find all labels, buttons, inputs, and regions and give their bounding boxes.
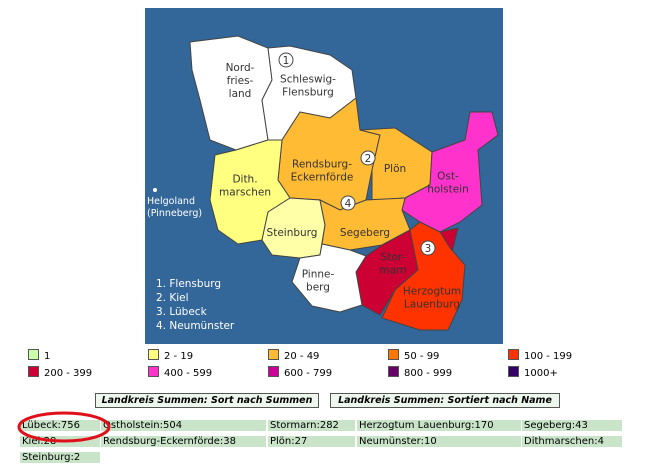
legend-item: 800 - 999	[388, 366, 452, 379]
legend-swatch	[148, 366, 159, 377]
region-label: Schleswig-	[280, 74, 336, 86]
marker-circle	[278, 52, 294, 68]
region-label: Flensburg	[282, 87, 334, 99]
region-label: Nord-	[226, 62, 255, 74]
total-cell: Rendsburg-Eckernförde:38	[101, 436, 266, 447]
legend-item: 2 - 19	[148, 349, 193, 362]
legend-item: 600 - 799	[268, 366, 332, 379]
legend-swatch	[268, 349, 279, 360]
total-cell: Plön:27	[268, 436, 355, 447]
region	[291, 243, 367, 313]
map-key: 1. Flensburg	[156, 278, 221, 290]
region-label: fries-	[227, 75, 254, 87]
region-label: Ost-	[437, 171, 459, 183]
legend-swatch	[388, 349, 399, 360]
island	[153, 188, 157, 192]
legend-swatch	[508, 366, 519, 377]
legend-label: 2 - 19	[164, 351, 194, 362]
region-label: berg	[306, 282, 330, 294]
legend-label: 1000+	[524, 368, 558, 379]
total-cell: Steinburg:2	[20, 452, 100, 463]
island-label: Helgoland	[147, 196, 195, 207]
sort-button[interactable]: Landkreis Summen: Sort nach Summen	[95, 393, 319, 408]
total-cell: Dithmarschen:4	[522, 436, 622, 447]
total-cell: Herzogtum Lauenburg:170	[357, 420, 521, 431]
legend-item: 200 - 399	[28, 366, 92, 379]
region-label: marschen	[219, 187, 271, 199]
legend-label: 400 - 599	[164, 368, 213, 379]
legend-swatch	[28, 366, 39, 377]
total-cell: Segeberg:43	[522, 420, 622, 431]
legend-label: 50 - 99	[404, 351, 440, 362]
legend-label: 600 - 799	[284, 368, 333, 379]
legend-item: 1000+	[508, 366, 558, 379]
legend-label: 100 - 199	[524, 351, 573, 362]
legend-item: 100 - 199	[508, 349, 572, 362]
region-label: Lauenburg	[404, 299, 460, 311]
legend-label: 20 - 49	[284, 351, 320, 362]
legend-swatch	[28, 349, 39, 360]
legend-item: 1	[28, 349, 50, 362]
sort-button[interactable]: Landkreis Summen: Sortiert nach Name	[330, 393, 560, 408]
island-label: (Pinneberg)	[147, 208, 202, 219]
legend-swatch	[148, 349, 159, 360]
legend-label: 200 - 399	[44, 368, 93, 379]
total-cell: Neumünster:10	[357, 436, 521, 447]
map-key: 2. Kiel	[156, 292, 189, 304]
region-label: Stor-	[381, 252, 406, 264]
map-key: 3. Lübeck	[156, 306, 208, 318]
region-label: Herzogtum	[403, 286, 461, 298]
marker-label: 1	[283, 55, 290, 67]
region-label: Rendsburg-	[292, 159, 352, 171]
legend-swatch	[268, 366, 279, 377]
marker-label: 4	[345, 198, 352, 210]
total-cell: Ostholstein:504	[101, 420, 266, 431]
legend-item: 400 - 599	[148, 366, 212, 379]
highlight	[17, 411, 111, 443]
region-label: Plön	[384, 163, 406, 175]
region-label: holstein	[427, 184, 469, 196]
marker-circle	[340, 195, 356, 211]
legend-label: 1	[44, 351, 51, 362]
legend-swatch	[508, 349, 519, 360]
region-label: Segeberg	[340, 227, 390, 239]
marker-label: 2	[365, 153, 372, 165]
legend-item: 20 - 49	[268, 349, 319, 362]
region	[381, 221, 466, 331]
marker-circle	[360, 150, 376, 166]
legend-label: 800 - 999	[404, 368, 453, 379]
total-cell: Lübeck:756	[20, 420, 100, 431]
map-key: 4. Neumünster	[156, 320, 235, 332]
region-label: Pinne-	[302, 269, 335, 281]
region-label: land	[229, 88, 252, 100]
region-label: marn	[379, 265, 406, 277]
region-label: Eckernförde	[291, 172, 354, 184]
marker-label: 3	[425, 243, 432, 255]
legend-item: 50 - 99	[388, 349, 439, 362]
region-label: Steinburg	[267, 227, 318, 239]
map: Nord-fries-land Schleswig-Flensburg Rendsb…	[145, 8, 503, 344]
marker-circle	[420, 240, 436, 256]
highlight-ellipse	[17, 411, 111, 443]
region-label: Dith.	[232, 174, 257, 186]
total-cell: Stormarn:282	[268, 420, 355, 431]
legend-swatch	[388, 366, 399, 377]
